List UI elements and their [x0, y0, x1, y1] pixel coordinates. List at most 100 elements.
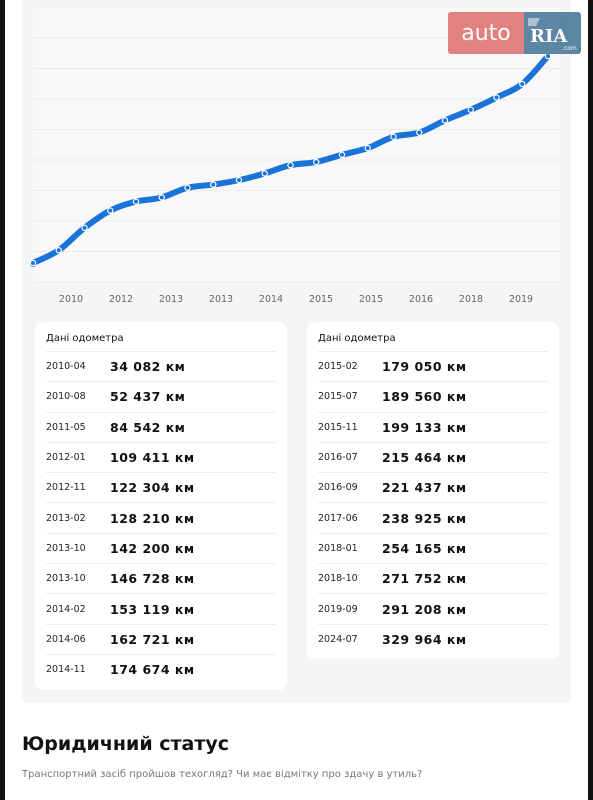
chart-data-point[interactable] [364, 144, 371, 152]
chart-data-point[interactable] [416, 129, 423, 136]
odometer-row-date: 2014-02 [46, 603, 86, 615]
chart-x-tick-label: 2015 [359, 294, 383, 305]
odometer-row-date: 2013-10 [46, 542, 86, 554]
odometer-row-km: 221 437 км [382, 480, 467, 496]
chart-data-point[interactable] [493, 94, 500, 101]
chart-data-point[interactable] [338, 151, 346, 158]
odometer-row: 2014-06 162 721 км [46, 623, 276, 654]
chart-data-point[interactable] [81, 224, 88, 232]
chart-x-tick-label: 2015 [309, 294, 333, 305]
odometer-row: 2019-09 291 208 км [318, 593, 548, 623]
chart-data-point[interactable] [210, 181, 217, 188]
odometer-row-date: 2018-01 [318, 542, 358, 554]
odometer-row: 2013-10 146 728 км [46, 563, 276, 593]
chart-x-tick-label: 2010 [59, 294, 83, 305]
chart-x-tick-label: 2012 [109, 294, 133, 305]
legal-status-heading: Юридичний статус [22, 733, 230, 755]
odometer-row-km: 329 964 км [382, 631, 467, 647]
odometer-row-date: 2016-09 [318, 482, 358, 494]
odometer-row-km: 174 674 км [110, 662, 195, 678]
odometer-row-date: 2018-10 [318, 573, 358, 585]
page: 2010 2012 2013 2013 2014 2015 2015 2016 2018 2019… [5, 0, 588, 800]
odometer-row: 2012-01 109 411 км [46, 441, 276, 472]
odometer-row-date: 2012-11 [46, 482, 86, 494]
odometer-row-km: 199 133 км [382, 419, 467, 435]
odometer-row-date: 2015-07 [318, 391, 358, 403]
odometer-row-km: 122 304 км [110, 480, 195, 496]
odometer-row: 2024-07 329 964 км [318, 623, 548, 654]
odometer-row: 2010-04 34 082 км [46, 351, 276, 381]
odometer-row-km: 291 208 км [382, 601, 467, 617]
chart-x-tick-label: 2018 [459, 294, 483, 305]
odometer-row: 2017-06 238 925 км [318, 502, 548, 532]
watermark-ria-text: RIA [530, 26, 568, 47]
odometer-row-km: 34 082 км [110, 359, 186, 375]
odometer-row-km: 189 560 км [382, 389, 467, 405]
odometer-row-date: 2024-07 [318, 633, 358, 645]
odometer-row: 2012-11 122 304 км [46, 472, 276, 502]
odometer-row-km: 238 925 км [382, 510, 467, 526]
watermark-auto-text: auto [448, 12, 524, 54]
chart-data-point[interactable] [132, 198, 140, 205]
odometer-row-date: 2015-11 [318, 421, 358, 433]
odometer-rows-left: 2010-04 34 082 км 2010-08 52 437 км 2011-05 8… [46, 351, 276, 684]
odometer-row: 2016-07 215 464 км [318, 441, 548, 472]
odometer-row-km: 142 200 км [110, 540, 195, 556]
chart-data-point[interactable] [441, 117, 449, 124]
chart-data-point[interactable] [29, 259, 37, 267]
odometer-card-right: Дані одометра 2015-02 179 050 км 2015-07 18… [307, 322, 559, 659]
odometer-row: 2011-05 84 542 км [46, 411, 276, 442]
odometer-row: 2014-02 153 119 км [46, 593, 276, 623]
odometer-row-km: 52 437 км [110, 389, 186, 405]
odometer-row-date: 2011-05 [46, 421, 86, 433]
chart-data-point[interactable] [261, 170, 268, 177]
odometer-row-date: 2013-10 [46, 573, 86, 585]
chart-data-point[interactable] [287, 161, 294, 169]
odometer-row-date: 2010-04 [46, 361, 86, 373]
odometer-row-km: 271 752 км [382, 571, 467, 587]
odometer-row-km: 254 165 км [382, 540, 467, 556]
odometer-card-title: Дані одометра [318, 333, 396, 344]
watermark-ria-logo: RIA .com [524, 12, 581, 54]
chart-x-tick-label: 2013 [209, 294, 233, 305]
odometer-card-title: Дані одометра [46, 333, 124, 344]
odometer-row-km: 109 411 км [110, 450, 195, 466]
chart-data-point[interactable] [158, 194, 165, 201]
odometer-row-km: 162 721 км [110, 631, 195, 647]
chart-data-point[interactable] [390, 133, 397, 140]
odometer-row-date: 2010-08 [46, 391, 86, 403]
odometer-row-date: 2012-01 [46, 452, 86, 464]
odometer-row-km: 84 542 км [110, 419, 186, 435]
chart-data-point[interactable] [184, 184, 191, 191]
odometer-row-date: 2014-06 [46, 633, 86, 645]
chart-data-point[interactable] [235, 176, 243, 184]
chart-data-point[interactable] [467, 106, 474, 113]
autoria-watermark: auto RIA .com [448, 12, 581, 54]
watermark-ria-small-text: .com [562, 45, 577, 52]
chart-data-point[interactable] [313, 158, 320, 166]
chart-data-point[interactable] [519, 80, 526, 88]
odometer-row: 2014-11 174 674 км [46, 653, 276, 684]
odometer-row-date: 2013-02 [46, 512, 86, 524]
legal-status-description: Транспортний засіб пройшов техогляд? Чи … [22, 769, 423, 780]
chart-x-tick-label: 2019 [509, 294, 533, 305]
odometer-row: 2015-07 189 560 км [318, 381, 548, 411]
odometer-row: 2018-01 254 165 км [318, 532, 548, 563]
odometer-row-km: 146 728 км [110, 571, 195, 587]
odometer-rows-right: 2015-02 179 050 км 2015-07 189 560 км 2015-1… [318, 351, 548, 654]
chart-x-tick-label: 2016 [409, 294, 433, 305]
chart-data-point[interactable] [55, 247, 62, 254]
odometer-row-km: 128 210 км [110, 510, 195, 526]
chart-data-point[interactable] [107, 207, 114, 214]
odometer-row: 2010-08 52 437 км [46, 381, 276, 411]
odometer-row: 2013-02 128 210 км [46, 502, 276, 532]
odometer-row-date: 2017-06 [318, 512, 358, 524]
odometer-row-date: 2016-07 [318, 452, 358, 464]
odometer-row: 2015-02 179 050 км [318, 351, 548, 381]
odometer-row: 2013-10 142 200 км [46, 532, 276, 563]
odometer-row: 2018-10 271 752 км [318, 563, 548, 593]
odometer-row-km: 179 050 км [382, 359, 467, 375]
odometer-card-left: Дані одометра 2010-04 34 082 км 2010-08 52 … [35, 322, 287, 690]
odometer-row: 2016-09 221 437 км [318, 472, 548, 502]
chart-data-point[interactable] [544, 52, 552, 60]
